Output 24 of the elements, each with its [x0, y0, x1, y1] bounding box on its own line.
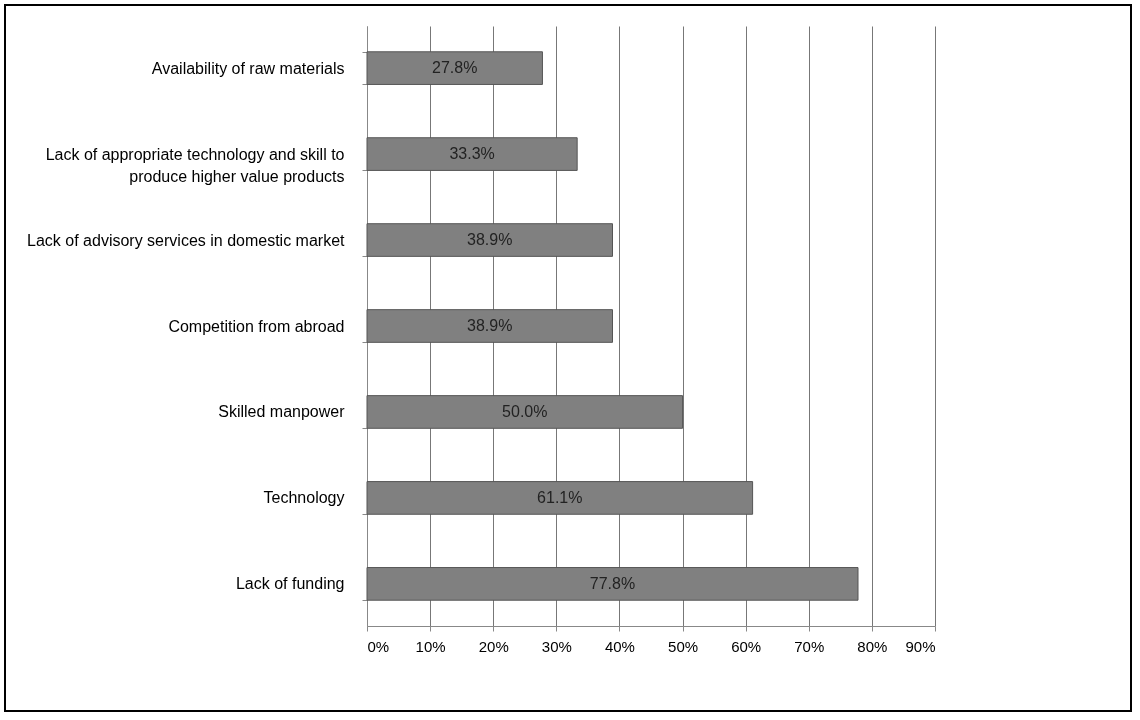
x-tick-label: 0% — [367, 637, 390, 655]
data-label: 50.0% — [502, 402, 548, 420]
x-tick-label: 10% — [415, 637, 446, 655]
x-tick-label: 90% — [905, 637, 936, 655]
data-label: 77.8% — [589, 574, 636, 592]
x-tick-label: 20% — [478, 637, 509, 655]
y-tick-label: Lack of funding — [235, 575, 345, 593]
x-tick-label: 30% — [541, 637, 572, 655]
data-label: 38.9% — [467, 231, 513, 249]
x-tick-label: 80% — [857, 637, 888, 655]
x-tick-label: 60% — [731, 637, 762, 655]
y-tick-label: Lack of appropriate technology and skill to produce higher value products — [45, 145, 345, 185]
data-label: 61.1% — [537, 488, 583, 506]
data-label: 33.3% — [449, 145, 495, 163]
y-tick-label: Competition from abroad — [168, 317, 345, 335]
x-tick-label: 40% — [604, 637, 635, 655]
y-tick-label: Lack of advisory services in domestic market — [27, 231, 346, 249]
data-label: 27.8% — [432, 59, 478, 77]
y-tick-label: Technology — [263, 489, 345, 507]
x-tick-label: 70% — [794, 637, 825, 655]
y-tick-label: Availability of raw materials — [151, 59, 345, 77]
x-tick-label: 50% — [668, 637, 699, 655]
y-tick-label: Skilled manpower — [218, 403, 346, 421]
data-label: 38.9% — [467, 317, 513, 334]
